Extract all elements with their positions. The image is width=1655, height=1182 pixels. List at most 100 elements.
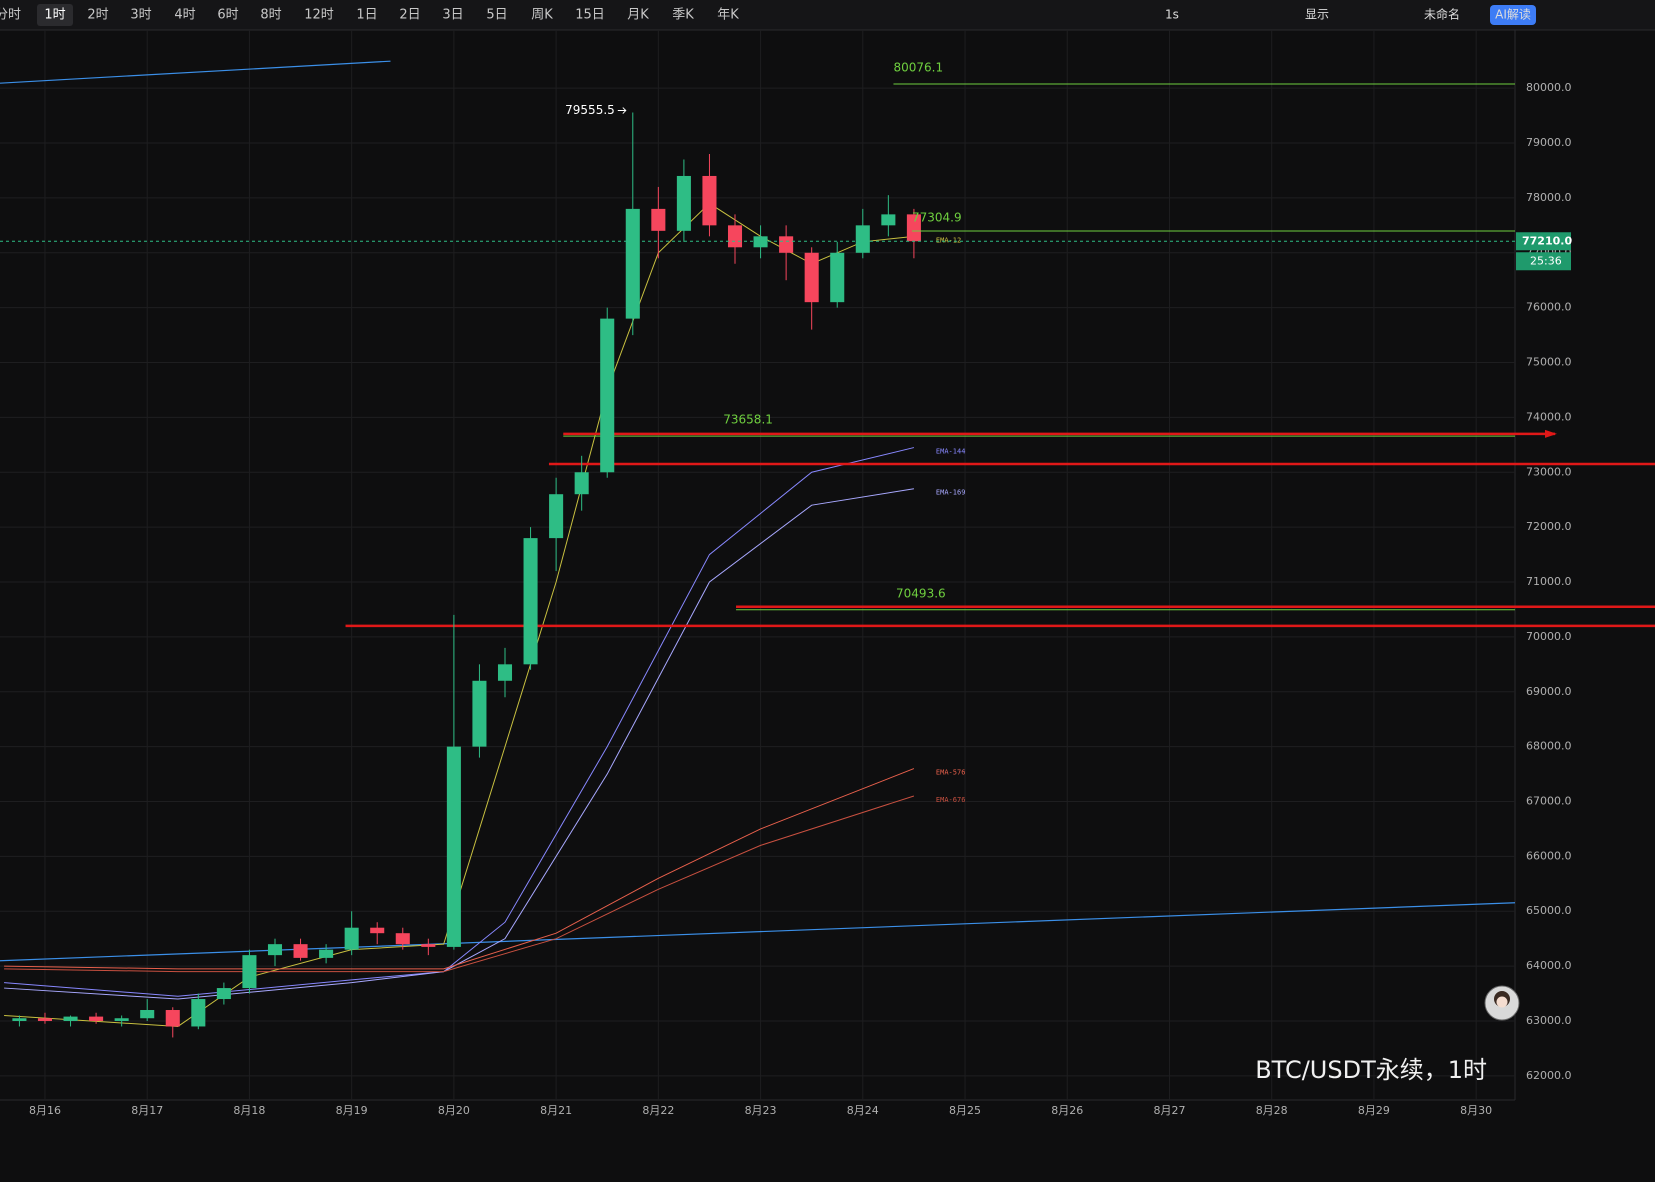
- countdown: 25:36: [1530, 254, 1562, 267]
- candle-body: [625, 208, 640, 319]
- candle-body: [830, 252, 845, 303]
- ai-button-bg: [1490, 5, 1536, 25]
- x-tick-label: 8月30: [1460, 1104, 1492, 1117]
- candle-body: [216, 988, 231, 1000]
- y-tick-label: 79000.0: [1526, 136, 1572, 149]
- candle-body: [191, 999, 206, 1027]
- y-tick-label: 63000.0: [1526, 1014, 1572, 1027]
- interval-button[interactable]: 年K: [717, 8, 739, 23]
- active-interval-bg: [37, 4, 73, 26]
- interval-button[interactable]: 5日: [486, 8, 507, 23]
- tool-button[interactable]: 未命名: [1424, 7, 1460, 22]
- x-tick-label: 8月17: [131, 1104, 163, 1117]
- interval-button[interactable]: 3时: [130, 8, 151, 23]
- high-arrow: [617, 107, 627, 114]
- watermark: BTC/USDT永续，1时: [1255, 1056, 1487, 1084]
- ema-line: [4, 488, 914, 1000]
- candle-body: [523, 538, 538, 665]
- candle-body: [881, 214, 896, 226]
- candle-body: [472, 680, 487, 747]
- y-tick-label: 68000.0: [1526, 740, 1572, 753]
- candle-body: [497, 664, 513, 681]
- price-marker: 77304.9: [912, 211, 962, 225]
- candle-body: [293, 944, 308, 958]
- y-tick-label: 65000.0: [1526, 904, 1572, 917]
- candle-body: [600, 318, 615, 473]
- candle-body: [242, 955, 257, 989]
- interval-button[interactable]: 季K: [672, 8, 694, 23]
- x-tick-label: 8月21: [540, 1104, 572, 1117]
- y-tick-label: 71000.0: [1526, 575, 1572, 588]
- interval-button[interactable]: 2时: [87, 8, 108, 23]
- interval-button[interactable]: 分时: [0, 8, 21, 23]
- tool-button[interactable]: 显示: [1305, 8, 1329, 22]
- candle-body: [344, 927, 359, 950]
- candle-body: [549, 494, 564, 539]
- interval-button[interactable]: 4时: [174, 8, 195, 23]
- ema-label: EMA-12: [936, 236, 961, 244]
- ema-label: EMA-676: [936, 796, 966, 804]
- candle-body: [37, 1018, 53, 1021]
- candle-body: [63, 1016, 78, 1021]
- x-tick-label: 8月25: [949, 1104, 981, 1117]
- y-tick-label: 80000.0: [1526, 81, 1572, 94]
- y-tick-label: 76000.0: [1526, 301, 1572, 314]
- ema-label: EMA-169: [936, 489, 966, 497]
- candle-body: [702, 175, 717, 226]
- ema-line: [4, 447, 915, 997]
- interval-button[interactable]: 1日: [356, 8, 377, 23]
- tool-button[interactable]: AI解读: [1495, 8, 1531, 22]
- candle-body: [114, 1018, 129, 1021]
- interval-button[interactable]: 1时: [44, 8, 65, 23]
- x-tick-label: 8月19: [336, 1104, 368, 1117]
- tool-button[interactable]: 1s: [1165, 8, 1179, 22]
- candle-body: [446, 746, 461, 947]
- y-tick-label: 67000.0: [1526, 794, 1572, 807]
- ema-label: EMA-144: [936, 448, 966, 456]
- y-tick-label: 72000.0: [1526, 520, 1572, 533]
- level-label: 70493.6: [896, 586, 946, 600]
- countdown-box: [1516, 252, 1571, 271]
- candle-body: [395, 933, 410, 945]
- candle-body: [319, 949, 334, 958]
- x-tick-label: 8月16: [29, 1104, 61, 1117]
- x-tick-label: 8月18: [233, 1104, 265, 1117]
- interval-button[interactable]: 15日: [575, 8, 605, 23]
- y-tick-label: 69000.0: [1526, 685, 1572, 698]
- interval-button[interactable]: 月K: [627, 8, 649, 23]
- x-tick-label: 8月27: [1153, 1104, 1185, 1117]
- interval-button[interactable]: 2日: [399, 8, 420, 23]
- ema-line: [4, 768, 915, 970]
- ema-label: EMA-576: [936, 769, 966, 777]
- x-tick-label: 8月23: [745, 1104, 777, 1117]
- x-tick-label: 8月22: [642, 1104, 674, 1117]
- candle-body: [676, 175, 691, 231]
- interval-button[interactable]: 6时: [217, 8, 238, 23]
- x-tick-label: 8月28: [1256, 1104, 1288, 1117]
- candle-body: [855, 225, 870, 253]
- candle-body: [140, 1010, 155, 1019]
- interval-button[interactable]: 8时: [260, 8, 281, 23]
- x-tick-label: 8月29: [1358, 1104, 1390, 1117]
- x-tick-label: 8月26: [1051, 1104, 1083, 1117]
- candle-body: [12, 1018, 27, 1021]
- y-tick-label: 74000.0: [1526, 410, 1572, 423]
- level-label: 73658.1: [723, 413, 773, 427]
- interval-button[interactable]: 周K: [531, 8, 553, 23]
- level-label: 80076.1: [893, 60, 943, 74]
- candle-body: [906, 214, 921, 242]
- interval-button[interactable]: 12时: [304, 8, 334, 23]
- candle-body: [421, 944, 436, 947]
- red-arrow: [1545, 429, 1557, 438]
- candle-body: [779, 236, 794, 253]
- candle-body: [370, 927, 385, 934]
- candle-body: [804, 252, 819, 303]
- y-tick-label: 78000.0: [1526, 191, 1572, 204]
- avatar-face: [1496, 996, 1508, 1008]
- candle-body: [727, 225, 743, 248]
- interval-button[interactable]: 3日: [442, 8, 463, 23]
- ema-line: [4, 795, 915, 973]
- high-label: 79555.5: [565, 103, 615, 117]
